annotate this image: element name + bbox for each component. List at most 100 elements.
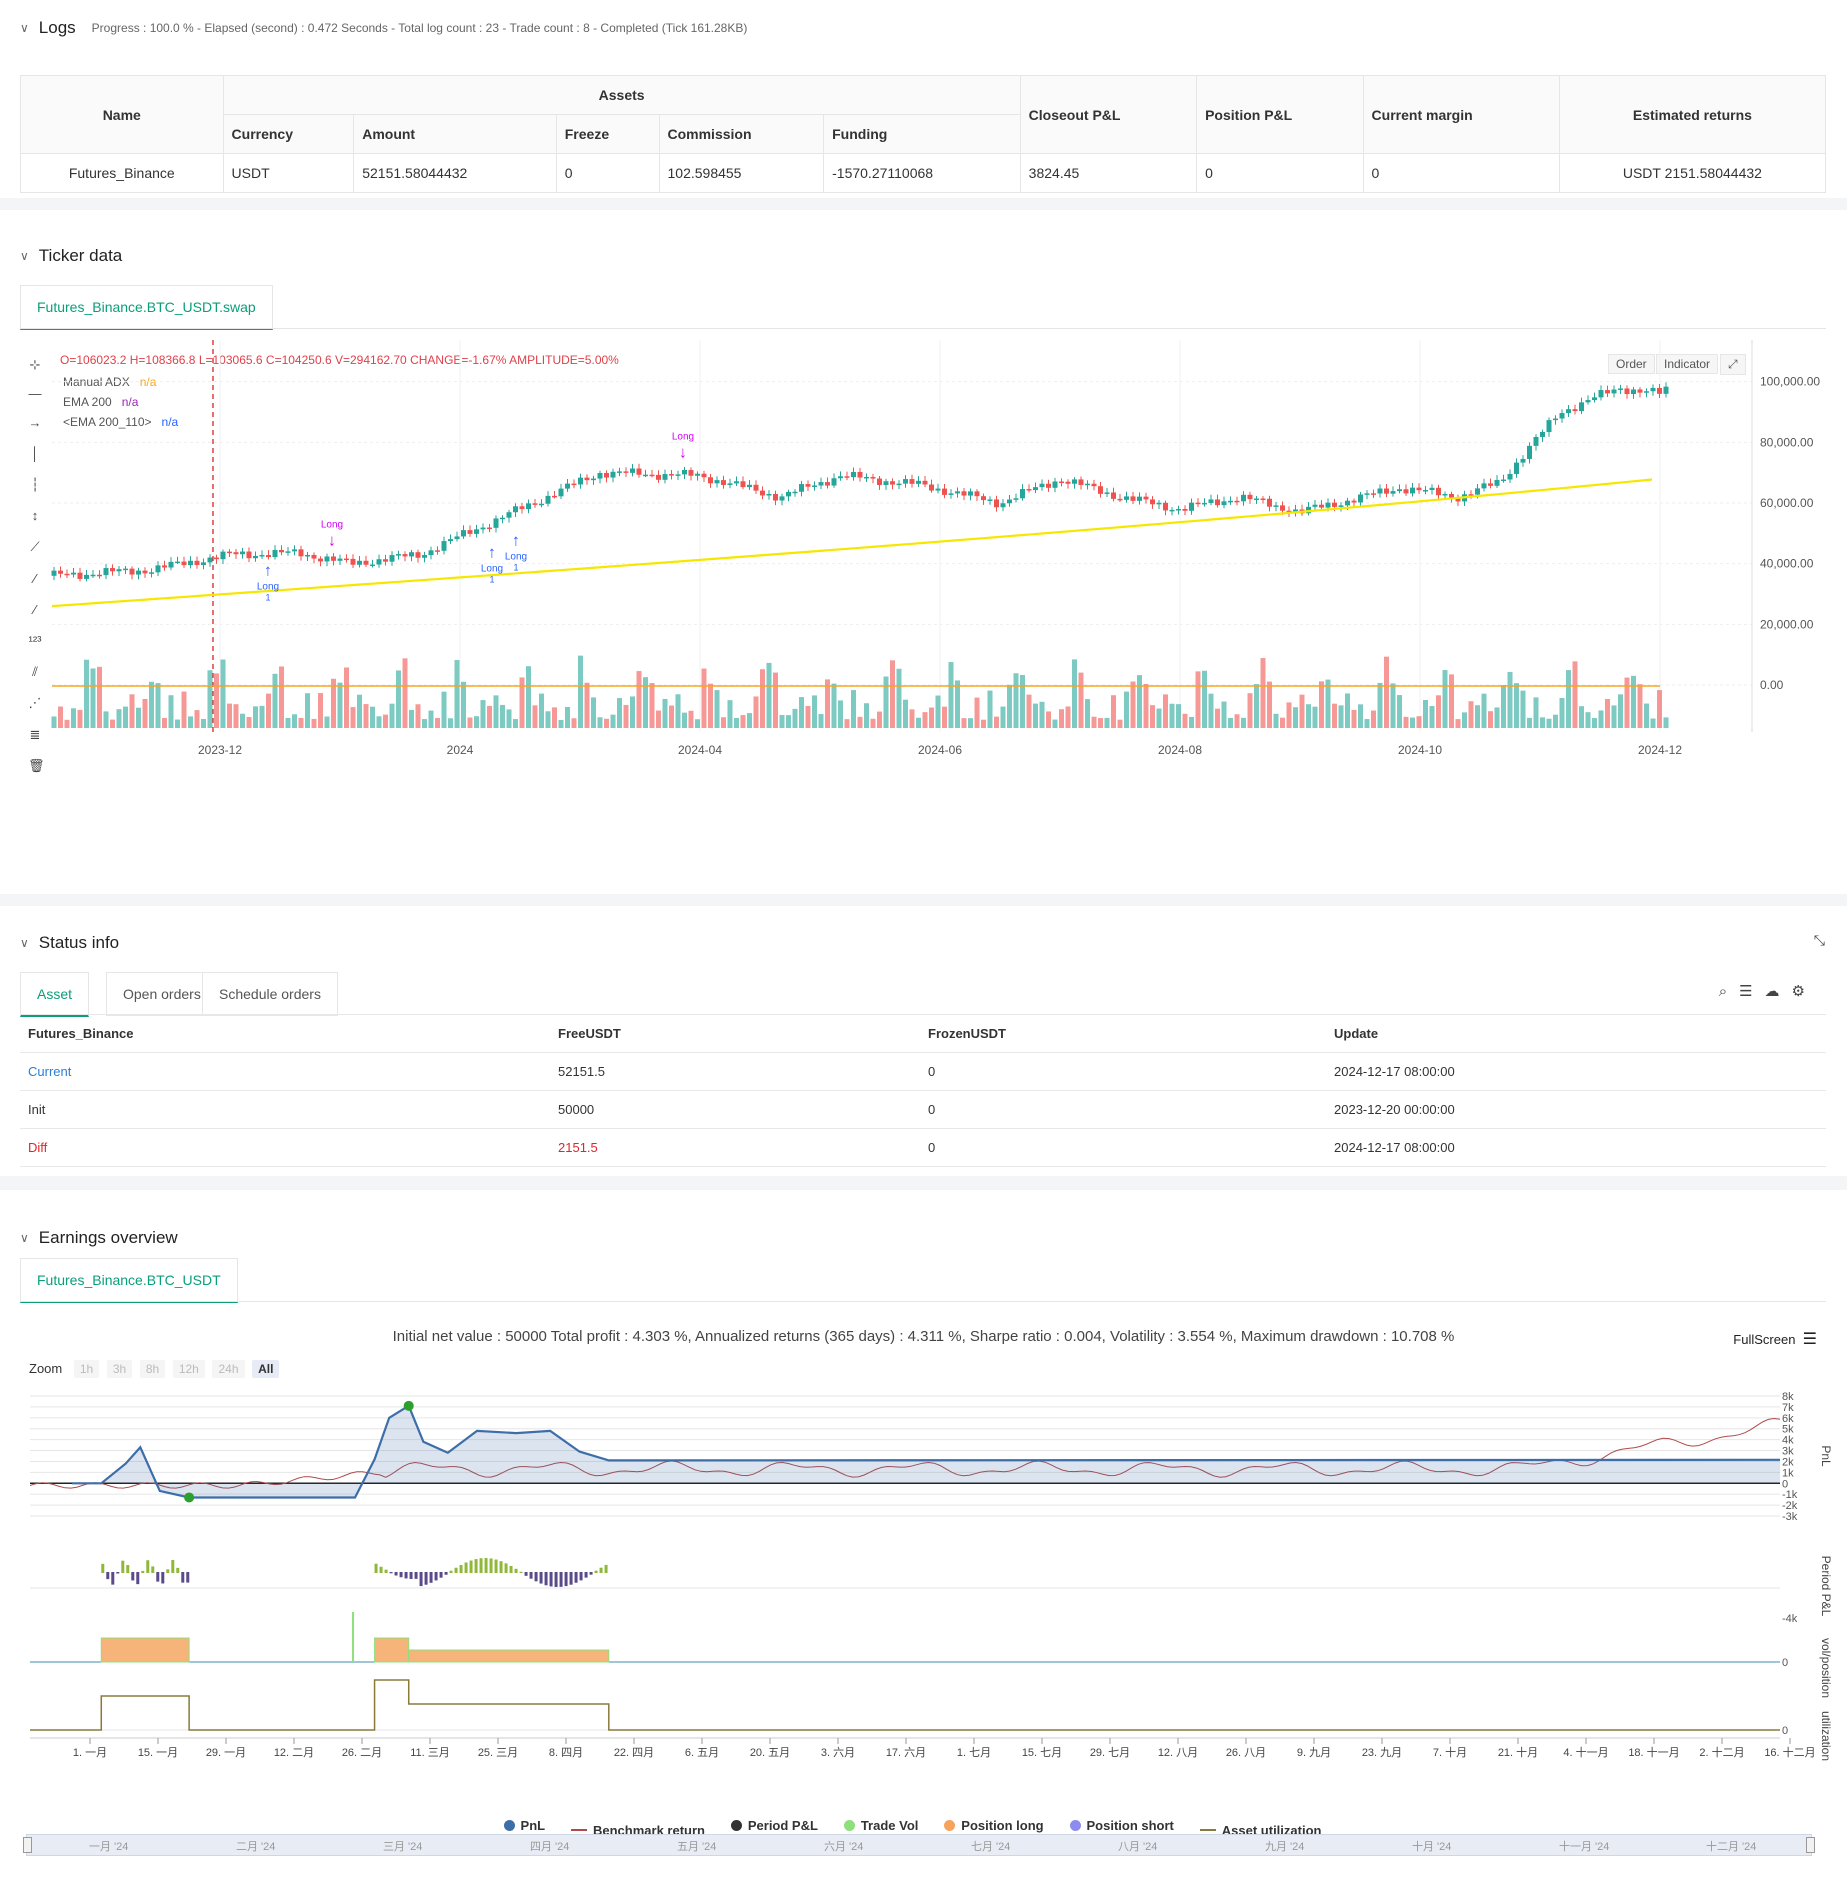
navigator-tick-label: 十一月 '24 [1559,1841,1610,1853]
candle-body [1221,501,1227,506]
gear-icon[interactable]: ⚙ [1791,983,1817,1000]
fib-channel-icon[interactable]: ⋰ [28,695,42,710]
y-tick-label: 80,000.00 [1760,435,1814,449]
zoom-12h[interactable]: 12h [172,1360,205,1378]
ray-icon[interactable]: → [28,415,42,430]
zoom-3h[interactable]: 3h [106,1360,133,1378]
period-bar [419,1572,423,1587]
candlestick-chart[interactable]: 1 20,000.00 100,000.00 80,000.00 60,000.00 40… [0,340,1847,800]
fullscreen-button[interactable]: FullScreen ☰ [1733,1331,1817,1348]
indicator-button[interactable]: Indicator [1656,354,1719,374]
candle-body [90,574,96,577]
x-tick-label: 16. 十二月 [1764,1745,1815,1759]
marker-label: Long [672,432,694,443]
cloud-download-icon[interactable]: ☁ [1764,983,1792,1000]
chevron-down-icon[interactable]: ∨ [20,1231,29,1245]
zoom-all[interactable]: All [252,1360,280,1378]
extended-line-icon[interactable]: ⁄ [33,602,37,617]
arrow-vertical-icon[interactable]: ↕ [31,508,39,523]
row-frozen: 0 [920,1090,1326,1129]
zoom-8h[interactable]: 8h [139,1360,166,1378]
volume-bar [961,718,967,728]
ema-200-line [51,478,1653,608]
candle-body [532,503,538,505]
parallel-channel-icon[interactable]: ⫽ [32,664,38,679]
tab-ticker-symbol[interactable]: Futures_Binance.BTC_USDT.swap [20,285,273,330]
segment-icon[interactable]: ∕ [33,571,37,586]
vertical-line-icon[interactable]: │ [30,446,40,461]
logs-header[interactable]: ∨ Logs Progress : 100.0 % - Elapsed (sec… [20,18,747,38]
candle-body [1241,494,1246,502]
volume-bar [857,716,863,728]
legend-benchmark[interactable]: Benchmark return [570,1823,705,1838]
candle-body [922,480,928,485]
volume-bar [396,670,401,728]
indicator-ema-200[interactable]: EMA 200 n/a [63,395,139,409]
zoom-24h[interactable]: 24h [212,1360,245,1378]
row-label[interactable]: Current [20,1052,550,1091]
tab-earnings-symbol[interactable]: Futures_Binance.BTC_USDT [20,1258,238,1303]
volume-bar [1501,684,1506,728]
status-header[interactable]: ∨ Status info [20,933,119,953]
chevron-down-icon[interactable]: ∨ [20,21,29,35]
tab-schedule-orders[interactable]: Schedule orders [202,972,338,1016]
ticker-header[interactable]: ∨ Ticker data [20,246,122,266]
volume-bar [1007,684,1012,728]
candle-body [1364,493,1370,495]
vertical-segment-icon[interactable]: ┆ [31,477,39,492]
volume-bar [1202,670,1207,728]
navigator[interactable]: 一月 '24 二月 '24 三月 '24 四月 '24 五月 '24 六月 '24 七月 '… [23,1834,1815,1856]
legend-period-pnl[interactable]: Period P&L [730,1818,818,1833]
volume-bar [1527,717,1532,728]
volume-bar [1091,716,1097,728]
tab-open-orders[interactable]: Open orders [106,972,218,1016]
price-label-icon[interactable]: ¹²³ [28,633,42,648]
candle-body [955,491,960,494]
order-button[interactable]: Order [1608,354,1655,374]
legend-asset-utilization[interactable]: Asset utilization [1199,1823,1321,1838]
legend-position-short[interactable]: Position short [1069,1818,1174,1833]
legend-pnl[interactable]: PnL [503,1818,545,1833]
volume-bar [487,705,492,728]
candle-body [331,556,336,561]
candle-body [1416,487,1422,491]
trend-line-icon[interactable]: ⟋ [30,539,40,554]
x-tick-label: 15. 一月 [138,1747,178,1759]
earnings-header[interactable]: ∨ Earnings overview [20,1228,178,1248]
trash-icon[interactable]: 🗑 [28,758,45,773]
volume-bar [1540,717,1545,728]
candle-body [409,552,414,557]
navigator-right-handle[interactable] [1806,1837,1815,1853]
pnl-tick-label: 4k [1782,1435,1794,1447]
table-row: Current 52151.5 0 2024-12-17 08:00:00 [20,1052,1826,1091]
candle-body [233,552,239,555]
period-bar [126,1565,130,1573]
candle-body [1026,489,1032,491]
crosshair-icon[interactable]: ⊹ [29,357,41,372]
horizontal-line-icon[interactable]: — [28,386,42,401]
list-icon[interactable]: ☰ [1739,983,1765,1000]
zoom-1h[interactable]: 1h [73,1360,100,1378]
candle-body [357,560,362,565]
chevron-down-icon[interactable]: ∨ [20,936,29,950]
col-margin: Current margin [1362,75,1560,154]
period-bar [121,1560,125,1573]
tab-asset[interactable]: Asset [20,972,90,1017]
search-icon[interactable]: ⌕ [1718,983,1740,1000]
period-bar [186,1572,190,1583]
y-tick-label: 40,000.00 [1760,557,1814,571]
chevron-down-icon[interactable]: ∨ [20,249,29,263]
expand-icon[interactable]: ⤢ [1720,354,1746,375]
legend-position-long[interactable]: Position long [944,1818,1044,1833]
collapse-icon[interactable]: ⤡ [1813,932,1825,948]
volume-bar [870,718,876,728]
fib-retracement-icon[interactable]: ≣ [29,727,41,742]
indicator-ema-200-110[interactable]: <EMA 200_110> n/a [63,415,179,429]
volume-bar [1364,719,1370,728]
volume-bar [571,718,577,728]
period-bar [464,1562,468,1573]
legend-trade-vol[interactable]: Trade Vol [843,1818,918,1833]
navigator-left-handle[interactable] [23,1837,32,1853]
volume-bar [402,658,408,728]
